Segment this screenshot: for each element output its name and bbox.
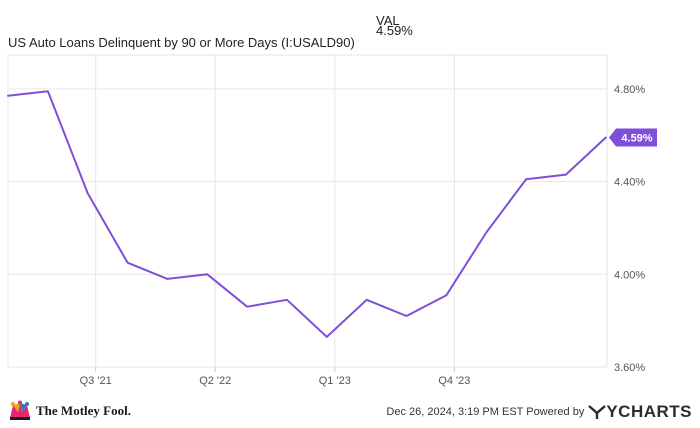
series-line — [7, 90, 607, 338]
y-tick-label: 4.80% — [614, 84, 645, 96]
val-column-header: VAL — [376, 13, 400, 28]
data-points — [7, 91, 606, 337]
x-tick-label: Q1 '23 — [319, 375, 351, 387]
y-tick-label: 4.00% — [614, 269, 645, 281]
motley-fool-wordmark: The Motley Fool. — [36, 403, 131, 418]
x-tick-label: Q4 '23 — [438, 375, 470, 387]
y-tick-label: 3.60% — [614, 362, 645, 374]
series-name: US Auto Loans Delinquent by 90 or More D… — [8, 35, 355, 50]
motley-fool-logo: The Motley Fool. — [8, 398, 131, 424]
x-tick-label: Q3 '21 — [80, 375, 112, 387]
y-tick-label: 4.40% — [614, 177, 645, 189]
x-tick-label: Q2 '22 — [199, 375, 231, 387]
last-value-tag — [609, 128, 657, 147]
jester-hat-icon — [10, 400, 30, 420]
chart-source-footer: Dec 26, 2024, 3:19 PM EST Powered by YCH… — [386, 402, 692, 422]
ycharts-logo-icon — [588, 405, 607, 419]
last-value-label: 4.59% — [621, 133, 652, 145]
ycharts-logo[interactable]: YCHARTS — [588, 402, 692, 422]
series-last-value: 4.59% — [376, 23, 413, 38]
chart-legend-header: US Auto Loans Delinquent by 90 or More D… — [8, 12, 428, 50]
timestamp-powered-by: Dec 26, 2024, 3:19 PM EST Powered by — [386, 406, 585, 418]
ycharts-wordmark: YCHARTS — [606, 402, 692, 421]
plot-area-frame — [7, 54, 608, 368]
